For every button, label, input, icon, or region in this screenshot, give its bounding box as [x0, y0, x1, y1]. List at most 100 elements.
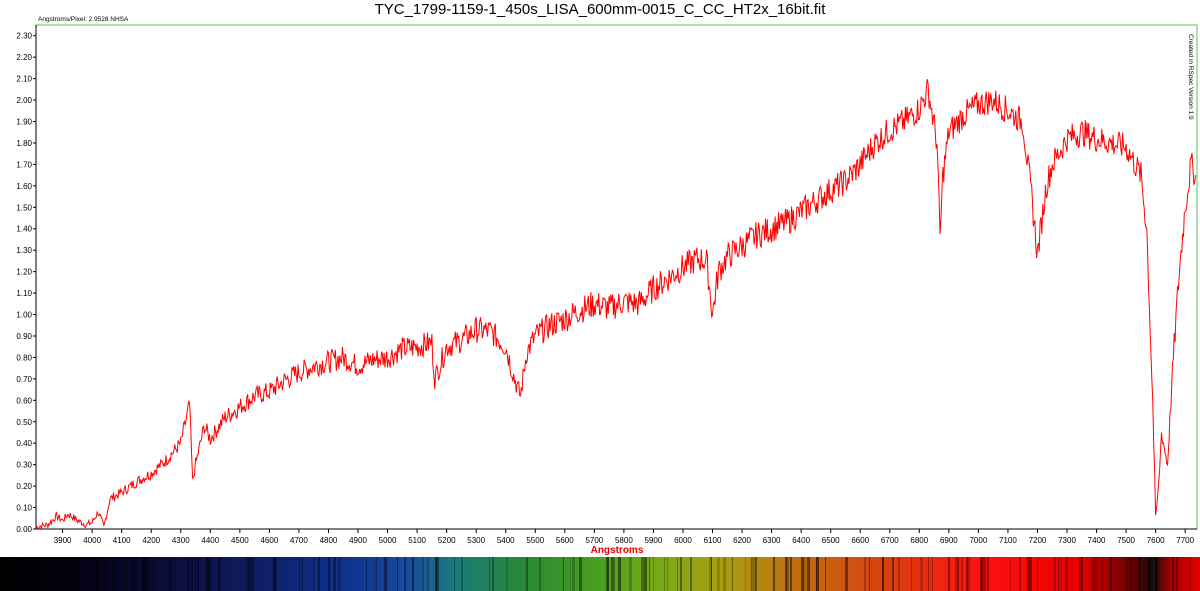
y-tick-label: 2.00	[16, 96, 32, 105]
x-tick-label: 6400	[792, 536, 810, 545]
strip-absorption-line	[882, 557, 884, 591]
y-tick-label: 1.70	[16, 160, 32, 169]
strip-absorption-line	[246, 557, 249, 591]
strip-absorption-line	[20, 557, 23, 591]
strip-absorption-line	[987, 557, 989, 591]
y-tick-label: 1.00	[16, 311, 32, 320]
strip-absorption-line	[60, 557, 62, 591]
strip-absorption-line	[1138, 557, 1139, 591]
series-layer	[35, 79, 1196, 531]
strip-absorption-line	[275, 557, 277, 591]
x-tick-label: 4400	[201, 536, 219, 545]
strip-absorption-line	[786, 557, 789, 591]
strip-absorption-line	[135, 557, 137, 591]
strip-absorption-line	[209, 557, 211, 591]
strip-absorption-line	[981, 557, 983, 591]
strip-absorption-line	[63, 557, 66, 591]
strip-absorption-line	[338, 557, 341, 591]
strip-absorption-line	[175, 557, 177, 591]
strip-absorption-line	[1155, 557, 1157, 591]
strip-absorption-line	[1126, 557, 1127, 591]
strip-absorption-line	[85, 557, 86, 591]
x-tick-label: 5800	[615, 536, 633, 545]
strip-absorption-line	[461, 557, 463, 591]
strip-absorption-line	[191, 557, 193, 591]
spectrum-line	[35, 79, 1196, 531]
strip-absorption-line	[955, 557, 957, 591]
y-tick-label: 0.70	[16, 375, 32, 384]
y-tick-label: 1.80	[16, 139, 32, 148]
plot-frame	[35, 24, 1198, 530]
strip-absorption-line	[1030, 557, 1032, 591]
strip-absorption-line	[334, 557, 336, 591]
y-tick-label: 1.30	[16, 246, 32, 255]
strip-absorption-line	[711, 557, 712, 591]
strip-absorption-line	[526, 557, 528, 591]
strip-absorption-line	[864, 557, 866, 591]
strip-absorption-line	[1139, 557, 1141, 591]
strip-absorption-line	[892, 557, 894, 591]
strip-absorption-line	[125, 557, 127, 591]
strip-absorption-line	[70, 557, 72, 591]
x-tick-label: 7000	[969, 536, 987, 545]
strip-absorption-line	[825, 557, 826, 591]
y-tick-label: 0.80	[16, 353, 32, 362]
strip-absorption-line	[932, 557, 933, 591]
strip-absorption-line	[146, 557, 149, 591]
strip-absorption-line	[745, 557, 746, 591]
strip-absorption-line	[1065, 557, 1068, 591]
rspec-credit: Created in RSpec Version 1.9	[1187, 34, 1194, 120]
y-tick-label: 1.60	[16, 182, 32, 191]
strip-absorption-line	[1060, 557, 1062, 591]
y-tick-label: 1.40	[16, 225, 32, 234]
strip-absorption-line	[114, 557, 115, 591]
strip-absorption-line	[1019, 557, 1021, 591]
strip-absorption-line	[690, 557, 692, 591]
strip-absorption-line	[572, 557, 573, 591]
strip-absorption-line	[1110, 557, 1112, 591]
y-tick-label: 2.10	[16, 75, 32, 84]
x-tick-label: 5100	[408, 536, 426, 545]
x-tick-label: 4300	[172, 536, 190, 545]
y-tick-label: 1.20	[16, 268, 32, 277]
strip-absorption-line	[169, 557, 172, 591]
strip-absorption-line	[422, 557, 424, 591]
strip-absorption-line	[618, 557, 621, 591]
strip-absorption-line	[1148, 557, 1149, 591]
y-tick-label: 2.20	[16, 53, 32, 62]
strip-absorption-line	[653, 557, 654, 591]
x-axis-title: Angstroms	[591, 545, 644, 556]
strip-absorption-line	[1129, 557, 1132, 591]
strip-absorption-line	[333, 557, 335, 591]
strip-absorption-line	[251, 557, 254, 591]
strip-absorption-line	[91, 557, 94, 591]
x-tick-label: 4000	[83, 536, 101, 545]
spectrum-chart: 0.00 0.10 0.20 0.30 0.40 0.50 0.60 0.70 0.80 0.90…	[16, 16, 1198, 556]
strip-absorption-line	[58, 557, 60, 591]
x-tick-label: 7500	[1117, 536, 1135, 545]
y-tick-label: 0.60	[16, 396, 32, 405]
x-tick-label: 6000	[674, 536, 692, 545]
strip-absorption-line	[882, 557, 884, 591]
strip-absorption-line	[273, 557, 276, 591]
x-tick-label: 7100	[999, 536, 1017, 545]
strip-absorption-line	[1155, 557, 1157, 591]
y-tick-label: 0.50	[16, 418, 32, 427]
strip-absorption-line	[1176, 557, 1178, 591]
strip-absorption-line	[920, 557, 923, 591]
scale-note: Angstroms/Pixel: 2.9528 NHSA	[38, 16, 129, 23]
strip-absorption-line	[606, 557, 609, 591]
x-tick-label: 5300	[467, 536, 485, 545]
strip-absorption-line	[649, 557, 650, 591]
x-tick-label: 5200	[438, 536, 456, 545]
strip-absorption-line	[664, 557, 665, 591]
x-tick-label: 4700	[290, 536, 308, 545]
strip-absorption-line	[611, 557, 613, 591]
strip-absorption-line	[1095, 557, 1098, 591]
strip-absorption-line	[613, 557, 615, 591]
strip-absorption-line	[1092, 557, 1095, 591]
strip-absorption-line	[680, 557, 682, 591]
strip-absorption-line	[1149, 557, 1151, 591]
synthetic-spectrum-strip	[0, 557, 1200, 591]
strip-absorption-line	[27, 557, 29, 591]
